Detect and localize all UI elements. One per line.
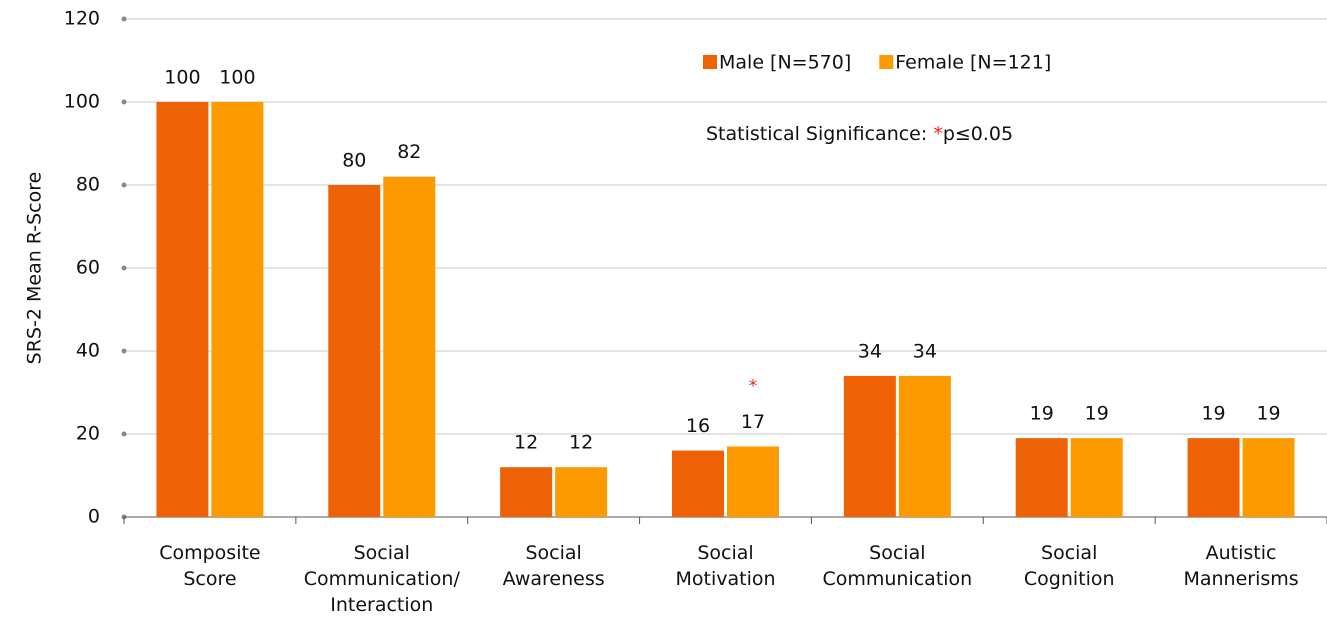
bar <box>1015 438 1068 517</box>
y-axis-label: SRS-2 Mean R-Score <box>24 172 46 365</box>
y-tick-label: 20 <box>76 423 100 445</box>
x-tick-label: Autistic Mannerisms <box>1183 542 1299 590</box>
data-label: 16 <box>686 415 710 437</box>
data-label: 12 <box>569 432 593 454</box>
data-label: 34 <box>913 340 937 362</box>
x-tick-label: Social Awareness <box>502 542 605 590</box>
bar <box>1070 438 1123 517</box>
bar <box>328 185 381 517</box>
data-label: 19 <box>1030 403 1054 425</box>
data-label: 100 <box>219 67 255 89</box>
legend-label: Female [N=121] <box>895 52 1051 74</box>
data-label: 19 <box>1201 403 1225 425</box>
bar <box>1187 438 1240 517</box>
note-threshold: p≤0.05 <box>943 123 1013 145</box>
y-tick-dot <box>121 182 127 188</box>
bar <box>727 446 779 517</box>
data-label: 19 <box>1256 403 1280 425</box>
bar <box>500 467 553 517</box>
bar <box>383 176 436 517</box>
significance-note: Statistical Significance: *p≤0.05 <box>706 123 1013 145</box>
y-tick-label: 0 <box>88 506 100 528</box>
x-tick-label: Social Motivation <box>675 542 776 590</box>
data-label: 12 <box>514 432 538 454</box>
bar <box>555 467 608 517</box>
x-tick-label: Social Communication <box>822 542 973 590</box>
y-tick-label: 120 <box>64 8 100 30</box>
x-tick-label: Composite Score <box>159 542 261 590</box>
data-label: 19 <box>1085 403 1109 425</box>
y-tick-dot <box>121 431 127 437</box>
note-label: Statistical Significance: <box>706 123 933 145</box>
y-tick-label: 80 <box>76 174 100 196</box>
bar <box>1242 438 1295 517</box>
x-tick-label: Social Communication/ Interaction <box>303 542 460 616</box>
y-tick-dot <box>121 348 127 354</box>
y-tick-dot <box>121 99 127 105</box>
y-tick-dot <box>121 265 127 271</box>
bar <box>843 375 896 517</box>
bar <box>898 375 951 517</box>
bar <box>211 102 264 517</box>
data-label: 34 <box>858 340 882 362</box>
bar <box>156 102 209 517</box>
note-marker: * <box>933 123 943 145</box>
y-tick-dot <box>121 16 127 22</box>
y-tick-label: 40 <box>76 340 100 362</box>
data-label: 82 <box>397 141 421 163</box>
legend-label: Male [N=570] <box>719 52 851 74</box>
data-label: 17 <box>741 411 765 433</box>
data-label: 80 <box>342 150 366 172</box>
data-label: 100 <box>164 67 200 89</box>
y-tick-label: 60 <box>76 257 100 279</box>
y-tick-label: 100 <box>64 91 100 113</box>
significance-marker: * <box>749 376 758 396</box>
x-tick-label: Social Cognition <box>1023 542 1115 590</box>
legend-swatch <box>703 55 717 69</box>
bar <box>672 450 724 517</box>
legend-swatch <box>879 55 894 69</box>
